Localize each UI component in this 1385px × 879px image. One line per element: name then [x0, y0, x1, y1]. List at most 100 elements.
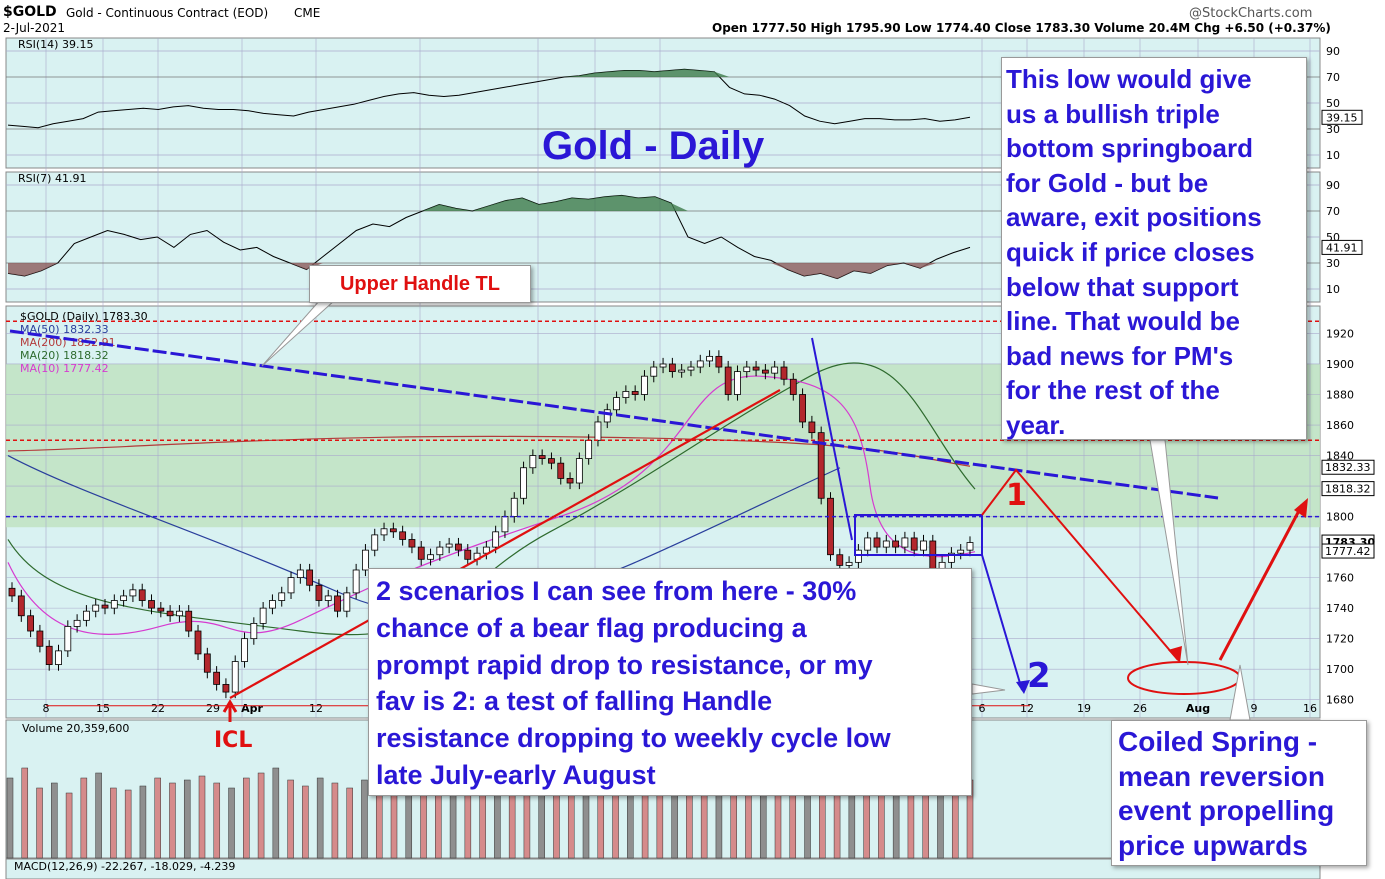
candle-body [724, 366, 732, 395]
candle-body [678, 369, 686, 373]
rsi7-oversold-fill [8, 263, 970, 279]
rebound-arrow [1218, 504, 1304, 661]
candle-body [668, 363, 676, 373]
candle-body [575, 458, 583, 484]
candle-body [789, 378, 797, 395]
volume-bar [80, 777, 88, 859]
candle-body [120, 595, 128, 601]
candle-body [110, 600, 118, 609]
volume-label: Volume 20,359,600 [22, 722, 129, 735]
volume-bar [154, 777, 161, 859]
scenarios-line: resistance dropping to weekly cycle low [376, 723, 891, 754]
candle-body [947, 552, 955, 563]
scenarios-line: late July-early August [376, 759, 656, 790]
candle-body [455, 543, 462, 551]
icl-arrow [222, 699, 238, 722]
candle-body [324, 595, 332, 601]
triple_bottom-line: below that support [1006, 271, 1239, 302]
candle-body [445, 543, 453, 548]
axis-labels: 1680170017201740176017801800182018401860… [14, 38, 1375, 873]
candle-body [566, 478, 574, 484]
candle-body [920, 540, 927, 551]
price-tick-label: 1680 [1326, 694, 1354, 707]
candle-body [594, 421, 602, 441]
scenarios-callout: 2 scenarios I can see from here - 30% cha… [368, 568, 972, 796]
candle-body [17, 595, 25, 617]
volume-bar [213, 782, 221, 859]
candle-body [241, 638, 248, 662]
exchange-label: CME [294, 6, 321, 20]
candle-body [641, 375, 648, 395]
candle-body [92, 604, 100, 612]
candle-body [129, 589, 137, 597]
candle-body [827, 497, 834, 556]
rsi7-tick: 30 [1326, 257, 1340, 270]
candle-body [399, 531, 407, 540]
candle-body [659, 363, 667, 368]
candle-body [362, 549, 369, 571]
price-label-box [1321, 543, 1375, 559]
candle-body [343, 592, 351, 612]
volume-bar [36, 787, 43, 859]
price-label: 1832.33 [1325, 461, 1371, 474]
triple_bottom-line: bad news for PM's [1006, 340, 1234, 371]
candle-body [557, 462, 565, 479]
rsi7-value-box [1321, 239, 1363, 255]
triple_bottom-line: line. That would be [1006, 306, 1240, 337]
x-tick-label: 8 [43, 702, 50, 715]
price-tick-label: 1920 [1326, 327, 1354, 340]
volume-bar [95, 772, 102, 859]
candle-body [213, 671, 221, 685]
instrument-name: Gold - Continuous Contract (EOD) [66, 6, 269, 20]
volume-bar [183, 779, 191, 859]
candle-body [371, 534, 379, 551]
triple_bottom-line: aware, exit positions [1006, 202, 1262, 233]
rsi14-value: 39.15 [1326, 111, 1358, 124]
coiled-line: price upwards [1118, 829, 1308, 861]
candle-body [650, 366, 658, 377]
upper-handle-callout: Upper Handle TL [309, 265, 531, 303]
rsi14-label: RSI(14) 39.15 [18, 38, 93, 51]
candle-body [501, 516, 509, 533]
candle-body [715, 355, 723, 368]
candle-body [36, 630, 44, 647]
scenario-2-arrow [981, 554, 1023, 691]
price-tick-label: 1740 [1326, 602, 1354, 615]
price-label: 1818.32 [1325, 483, 1371, 496]
volume-bar [538, 787, 545, 859]
coiled-line: mean reversion [1118, 760, 1325, 792]
triple_bottom-line: This low would give [1006, 64, 1252, 94]
volume-bar [228, 787, 235, 859]
chart-title: Gold - Daily [542, 124, 765, 168]
price-label-box [1321, 459, 1375, 475]
scenarios-line: 2 scenarios I can see from here - 30% [376, 576, 857, 606]
volume-bar [257, 772, 265, 859]
price-tick-label: 1900 [1326, 358, 1354, 371]
candle-body [696, 360, 704, 368]
candle-body [901, 537, 909, 548]
candle-body [799, 394, 806, 423]
rsi7-overbought-fill [8, 195, 970, 211]
x-tick-label: 29 [206, 702, 220, 715]
candle-body [808, 421, 816, 434]
candle-body [148, 600, 155, 609]
candle-body [176, 610, 183, 617]
volume-bar [21, 767, 29, 859]
candle-body [73, 619, 81, 627]
legend-entry: MA(10) 1777.42 [20, 362, 109, 375]
ohlc-readout: Open 1777.50 High 1795.90 Low 1774.40 Cl… [712, 21, 1331, 35]
volume-bar [198, 775, 206, 859]
flag-box [854, 514, 983, 556]
candle-body [464, 549, 472, 560]
x-tick-label: 15 [96, 702, 110, 715]
rsi14-tick: 50 [1326, 97, 1340, 110]
candle-body [845, 561, 853, 566]
candle-body [27, 615, 35, 632]
price-label-box [1321, 481, 1375, 497]
triple_bottom-line: us a bullish triple [1006, 98, 1220, 129]
candle-body [520, 467, 527, 499]
source-label: @StockCharts.com [1189, 6, 1313, 21]
price-tick-label: 1860 [1326, 419, 1354, 432]
upper-handle-text: Upper Handle TL [339, 273, 500, 295]
